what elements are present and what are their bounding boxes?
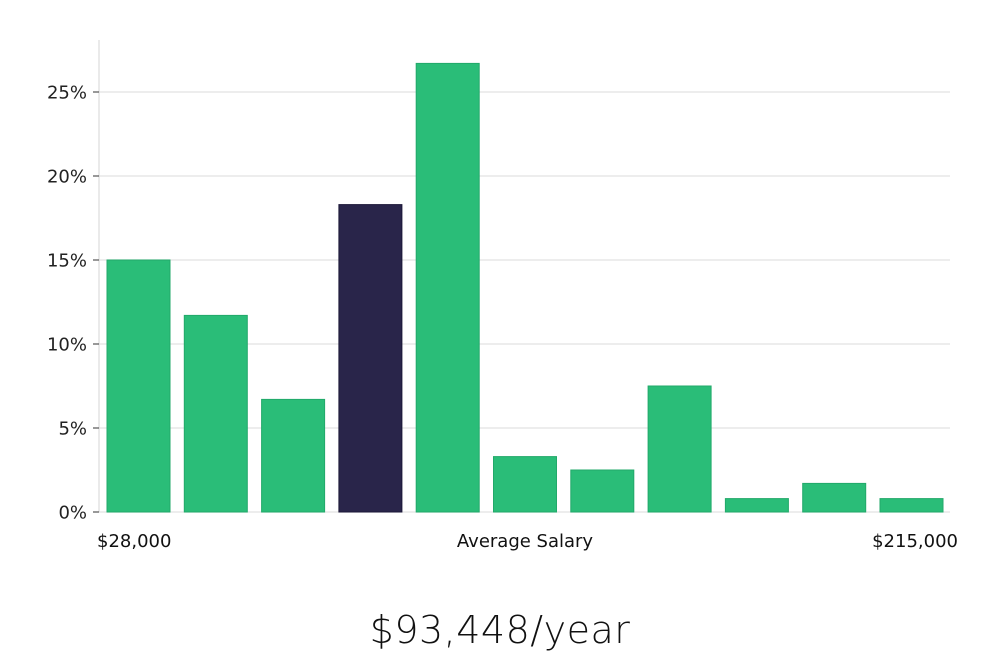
histogram-bar bbox=[493, 456, 557, 513]
histogram-bar bbox=[415, 62, 480, 513]
histogram-bar bbox=[802, 482, 867, 513]
y-tick-label: 25% bbox=[47, 83, 87, 104]
histogram-bar bbox=[570, 469, 635, 513]
average-salary-value: $93,448/year bbox=[369, 608, 631, 652]
y-tick-label: 5% bbox=[58, 419, 87, 440]
y-axis-ticks: 0% 5% 10% 15% 20% 25% bbox=[47, 83, 99, 524]
bars bbox=[106, 62, 944, 513]
x-center-label: Average Salary bbox=[457, 531, 594, 552]
histogram-bar bbox=[183, 314, 248, 513]
y-tick-label: 0% bbox=[58, 503, 87, 524]
y-tick-label: 15% bbox=[47, 251, 87, 272]
y-tick-label: 20% bbox=[47, 167, 87, 188]
histogram-bar bbox=[724, 498, 789, 513]
histogram-bar bbox=[106, 259, 171, 513]
histogram-bar bbox=[647, 385, 712, 513]
histogram-bar bbox=[261, 398, 326, 513]
histogram-bar-highlighted bbox=[338, 204, 403, 513]
salary-histogram: 0%5%10%15%20%25% $28,000 Average Salary … bbox=[47, 40, 958, 552]
y-tick-label: 10% bbox=[47, 335, 87, 356]
x-max-label: $215,000 bbox=[872, 531, 958, 552]
x-min-label: $28,000 bbox=[97, 531, 171, 552]
histogram-bar bbox=[879, 498, 944, 513]
